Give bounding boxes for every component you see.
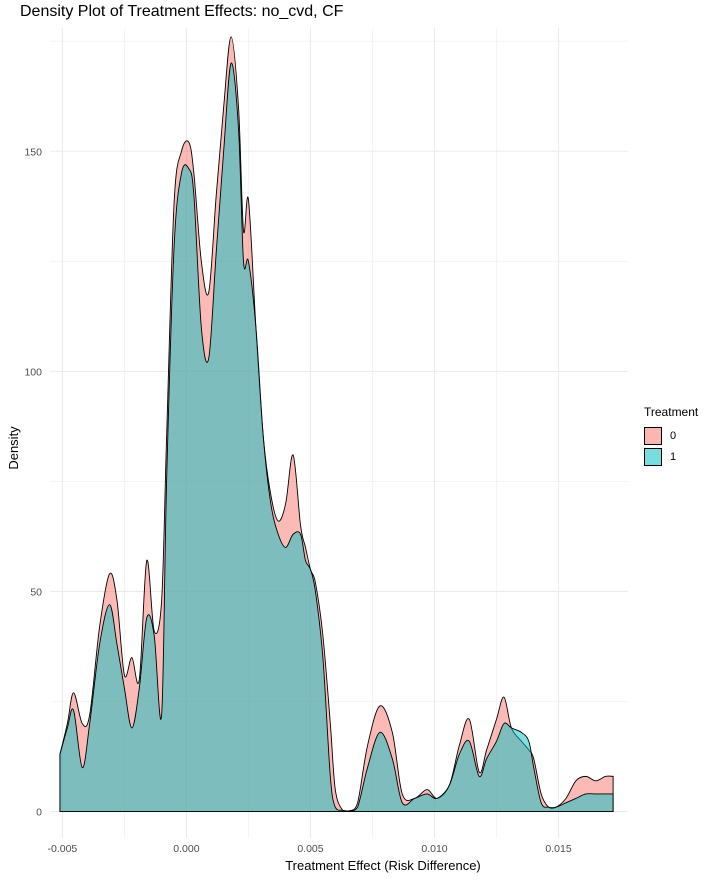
y-tick-label: 0 <box>36 807 42 819</box>
x-axis-label: Treatment Effect (Risk Difference) <box>285 858 481 873</box>
x-tick-label: -0.005 <box>48 843 78 855</box>
y-axis-label: Density <box>6 426 21 470</box>
x-tick-label: 0.005 <box>297 843 323 855</box>
chart-title: Density Plot of Treatment Effects: no_cv… <box>20 3 344 20</box>
x-tick-label: 0.010 <box>421 843 447 855</box>
legend-title: Treatment <box>644 405 699 419</box>
legend-item-0: 0 <box>644 425 698 446</box>
x-tick-label: 0.000 <box>173 843 199 855</box>
y-axis-ticks: 0 50 100 150 <box>24 146 42 818</box>
density-areas <box>59 36 614 813</box>
density-area-series-1 <box>59 62 614 813</box>
y-tick-label: 100 <box>24 366 42 378</box>
legend-label-0: 0 <box>670 429 677 442</box>
legend-label-1: 1 <box>670 450 677 463</box>
x-axis-ticks: -0.005 0.000 0.005 0.010 0.015 <box>48 843 572 855</box>
x-tick-label: 0.015 <box>545 843 571 855</box>
y-tick-label: 50 <box>30 586 42 598</box>
legend-item-1: 1 <box>644 446 698 467</box>
legend-key-0 <box>644 426 662 445</box>
y-tick-label: 150 <box>24 146 42 158</box>
legend-key-1 <box>644 447 662 466</box>
legend: Treatment 0 1 <box>644 405 698 467</box>
